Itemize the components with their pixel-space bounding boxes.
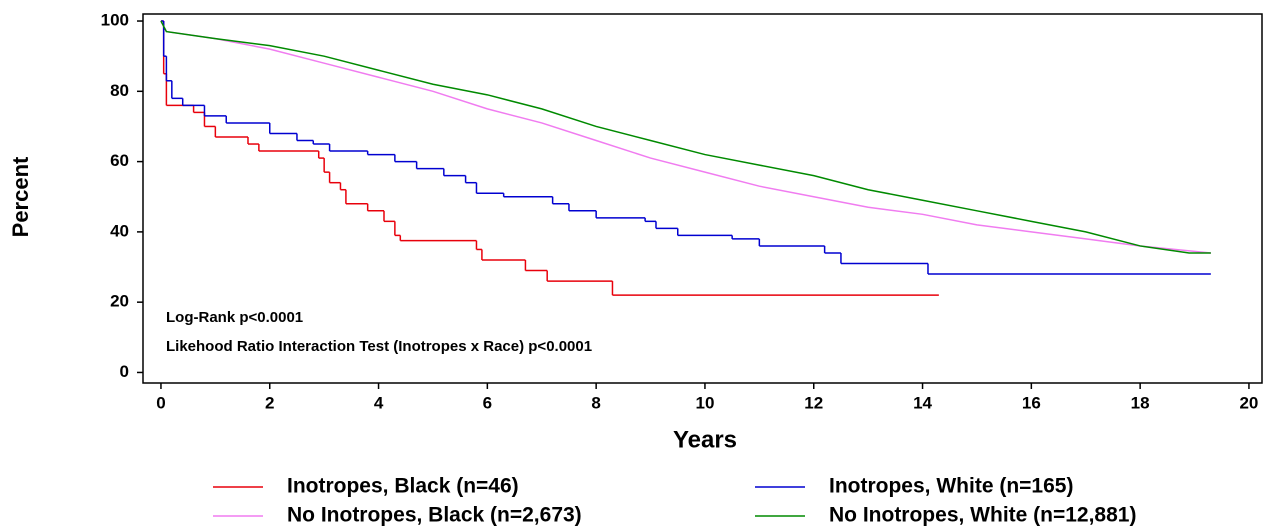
x-tick-label: 2: [265, 393, 274, 412]
x-tick-label: 10: [695, 393, 714, 412]
x-tick-label: 6: [483, 393, 492, 412]
x-axis-label: Years: [673, 426, 737, 453]
annotation: Log-Rank p<0.0001: [166, 309, 303, 326]
x-tick-label: 12: [804, 393, 823, 412]
legend-label: No Inotropes, Black (n=2,673): [287, 504, 582, 527]
survival-curve: [160, 20, 1211, 254]
legend-label: No Inotropes, White (n=12,881): [829, 504, 1136, 527]
x-tick-label: 4: [374, 393, 384, 412]
legend-label: Inotropes, Black (n=46): [287, 475, 519, 498]
y-tick-label: 60: [110, 151, 129, 170]
x-tick-label: 16: [1022, 393, 1041, 412]
x-tick-label: 20: [1239, 393, 1258, 412]
survival-curve: [160, 20, 1211, 254]
x-tick-label: 18: [1131, 393, 1150, 412]
y-tick-label: 20: [110, 292, 129, 311]
plot-frame: [142, 13, 1263, 384]
x-tick-label: 14: [913, 393, 932, 412]
legend-label: Inotropes, White (n=165): [829, 475, 1073, 498]
x-tick-label: 0: [156, 393, 165, 412]
y-tick-label: 80: [110, 81, 129, 100]
x-tick-label: 8: [591, 393, 600, 412]
y-tick-label: 40: [110, 221, 129, 240]
y-axis-label: Percent: [8, 156, 33, 237]
y-tick-label: 0: [120, 362, 129, 381]
annotation: Likehood Ratio Interaction Test (Inotrop…: [166, 338, 592, 355]
y-tick-label: 100: [101, 11, 129, 30]
